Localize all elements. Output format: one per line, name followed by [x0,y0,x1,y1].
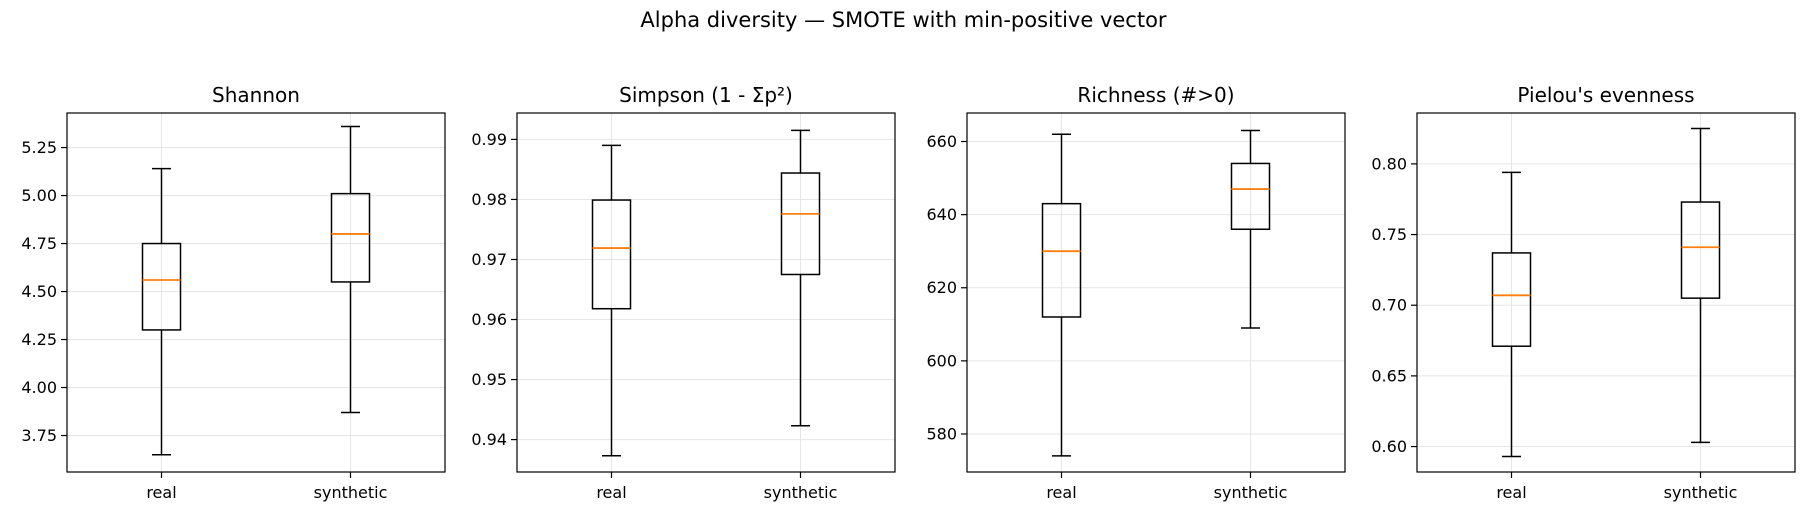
box-synthetic [330,125,371,414]
y-tick-label: 600 [926,351,957,370]
y-tick-label: 0.98 [471,190,507,209]
y-tick-label: 5.25 [21,138,57,157]
x-tick-label: real [1496,483,1526,502]
panel-1: 3.75 4.00 4.25 4.50 4.75 5.00 5.25 real syntheti… [21,83,446,502]
y-tick-label: 0.75 [1371,225,1407,244]
x-tick-label: synthetic [764,483,838,502]
box-iqr [1041,202,1082,318]
figure-title: Alpha diversity — SMOTE with min-positiv… [640,8,1167,32]
y-tick-label: 0.97 [471,250,507,269]
x-tick-label: real [1046,483,1076,502]
axes-frame [516,112,896,473]
y-tick-label: 4.50 [21,282,57,301]
box-real [141,167,182,456]
x-tick-label: real [146,483,176,502]
box-iqr [1230,162,1271,231]
y-tick-label: 0.65 [1371,366,1407,385]
box-synthetic [780,129,821,427]
y-tick-label: 580 [926,424,957,443]
x-tick-label: synthetic [314,483,388,502]
x-tick-label: real [596,483,626,502]
y-tick-label: 0.95 [471,370,507,389]
box-real [1491,171,1532,458]
y-tick-label: 660 [926,132,957,151]
y-tick-label: 3.75 [21,426,57,445]
y-tick-label: 640 [926,205,957,224]
box-synthetic [1230,129,1271,329]
panel-2: 0.94 0.95 0.96 0.97 0.98 0.99 real synthetic Sim… [471,83,896,502]
x-tick-label: synthetic [1664,483,1738,502]
box-iqr [1491,252,1532,347]
y-tick-label: 0.70 [1371,296,1407,315]
y-tick-label: 0.80 [1371,154,1407,173]
y-tick-label: 4.25 [21,330,57,349]
box-iqr [141,242,182,331]
box-real [591,144,632,457]
box-iqr [591,199,632,310]
axes-frame [1416,112,1796,473]
box-iqr [780,172,821,276]
panel-4: 0.60 0.65 0.70 0.75 0.80 real synthetic Pielou'… [1371,83,1796,502]
panel-3: 580 600 620 640 660 real synthetic Richness (#>… [926,83,1346,502]
box-synthetic [1680,127,1721,444]
y-tick-label: 5.00 [21,186,57,205]
y-tick-label: 4.00 [21,378,57,397]
y-tick-label: 4.75 [21,234,57,253]
y-tick-label: 0.60 [1371,437,1407,456]
box-real [1041,133,1082,457]
y-tick-label: 0.94 [471,430,507,449]
box-iqr [330,192,371,283]
y-tick-label: 620 [926,278,957,297]
panel-title: Richness (#>0) [1077,83,1234,107]
axes-frame [966,112,1346,473]
y-tick-label: 0.96 [471,310,507,329]
y-tick-label: 0.99 [471,130,507,149]
x-tick-label: synthetic [1214,483,1288,502]
box-iqr [1680,201,1721,299]
panel-title: Pielou's evenness [1517,83,1694,107]
panel-title: Shannon [212,83,300,107]
panel-title: Simpson (1 - Σp²) [619,83,793,107]
axes-frame [66,112,446,473]
